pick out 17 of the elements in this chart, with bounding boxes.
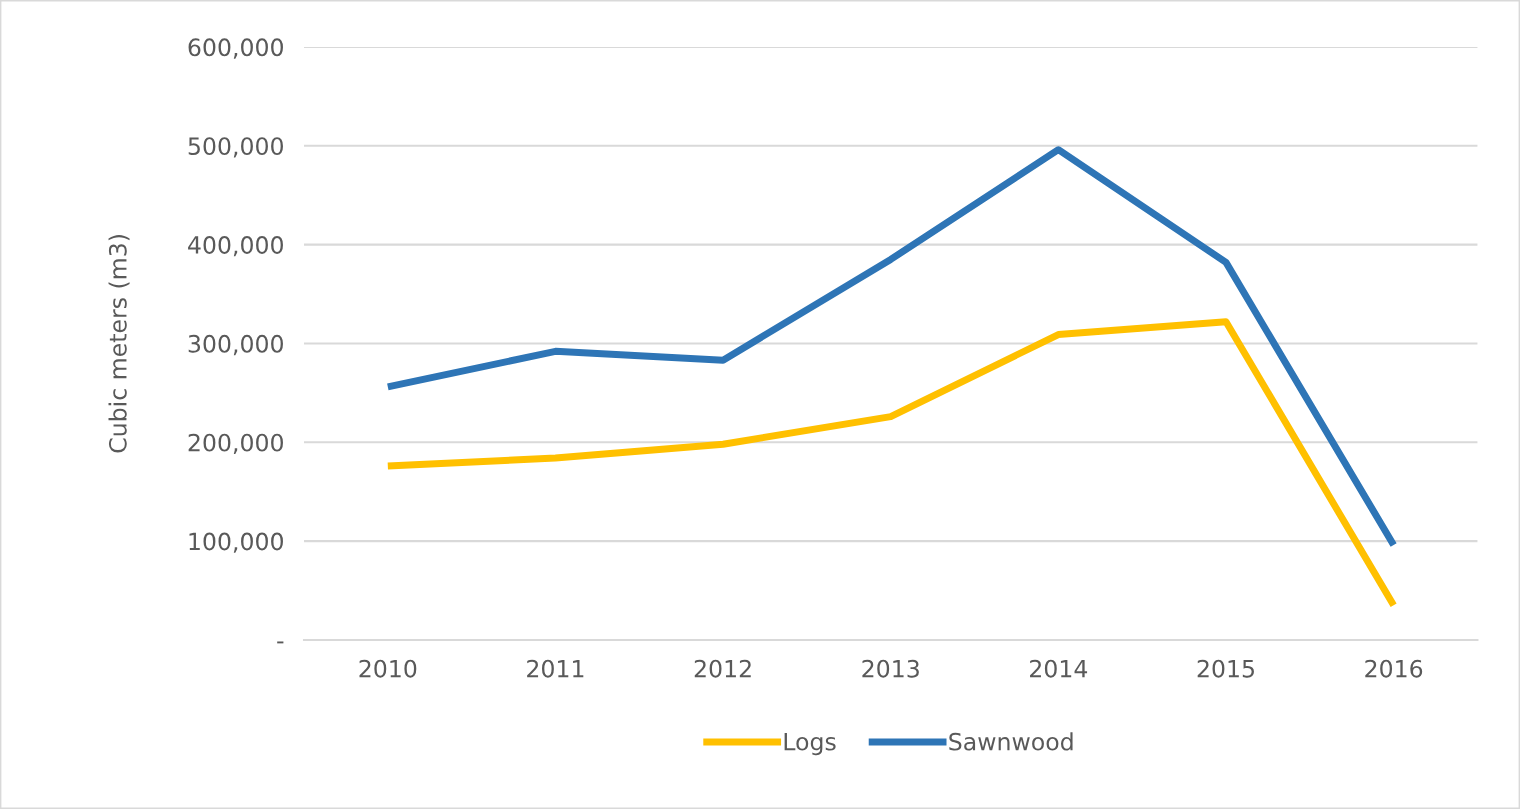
y-tick-label: 200,000 [188,433,283,454]
y-tick-label: 100,000 [189,532,283,553]
y-tick-label: 600,000 [188,38,283,59]
y-tick-label: 500,000 [188,137,283,158]
legend-label: Logs [784,733,836,756]
x-tick-label: 2011 [527,659,584,678]
x-tick-label: 2015 [1197,659,1254,678]
x-tick-label: 2014 [1030,659,1088,678]
y-tick-label: 300,000 [188,334,283,356]
y-axis-title: Cubic meters (m3) [108,235,130,453]
x-tick-label: 2010 [359,659,417,678]
x-tick-label: 2016 [1365,659,1423,678]
x-tick-label: 2013 [862,659,919,678]
y-tick-label: 400,000 [188,236,283,257]
legend-label: Sawnwood [949,732,1073,751]
y-tick-label: - [277,641,284,644]
x-tick-label: 2012 [694,659,751,678]
